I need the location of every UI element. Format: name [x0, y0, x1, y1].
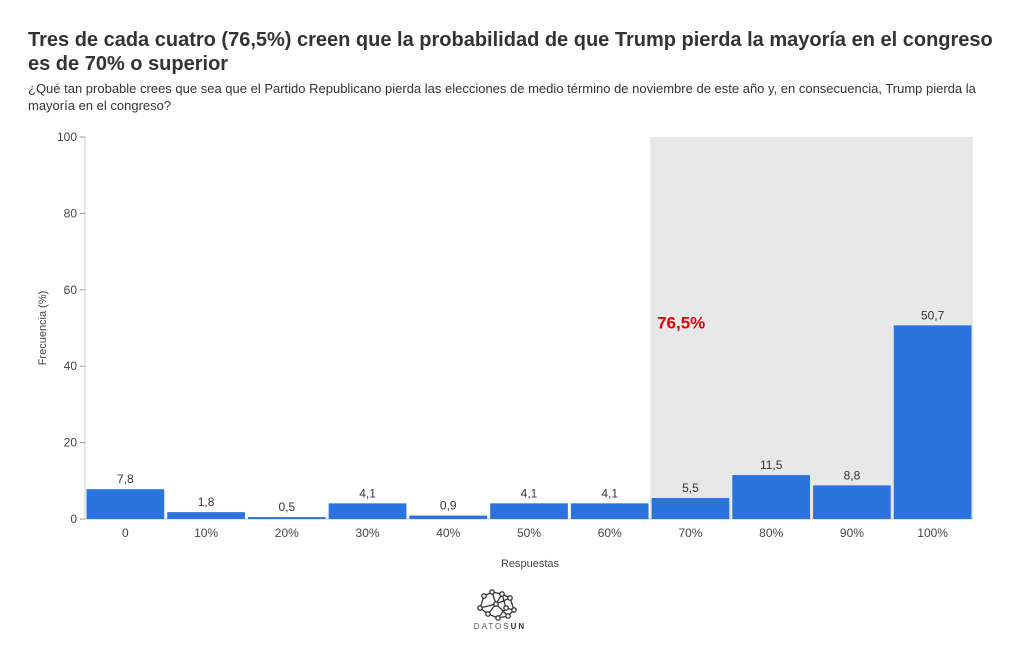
x-tick-label: 80%: [759, 526, 783, 540]
bar: [570, 503, 649, 519]
bar: [409, 515, 488, 519]
x-tick-label: 50%: [517, 526, 541, 540]
datosun-logo: DATOSUN: [470, 588, 530, 636]
bar-value-label: 4,1: [601, 486, 618, 500]
bar-value-label: 4,1: [521, 486, 538, 500]
x-tick-label: 70%: [678, 526, 702, 540]
bar: [893, 325, 972, 519]
bar: [86, 489, 165, 519]
bar-value-label: 5,5: [682, 481, 699, 495]
network-logo-icon: [477, 589, 517, 621]
x-axis-title: Respuestas: [501, 558, 560, 570]
bar-value-label: 4,1: [359, 486, 376, 500]
x-tick-label: 30%: [356, 526, 380, 540]
x-tick-label: 0: [122, 526, 129, 540]
bar-value-label: 0,5: [278, 500, 295, 514]
bar-value-label: 7,8: [117, 472, 134, 486]
y-tick-label: 100: [57, 130, 77, 144]
bar: [490, 503, 568, 519]
y-tick-label: 40: [64, 359, 78, 373]
x-tick-label: 10%: [194, 526, 218, 540]
y-tick-label: 80: [64, 206, 78, 220]
y-tick-label: 60: [64, 283, 78, 297]
x-tick-label: 20%: [275, 526, 299, 540]
bar-value-label: 8,8: [844, 468, 861, 482]
bar-value-label: 50,7: [921, 308, 945, 322]
y-tick-label: 20: [64, 436, 78, 450]
logo-text: DATOSUN: [470, 622, 530, 631]
x-tick-label: 40%: [436, 526, 460, 540]
x-tick-label: 90%: [840, 526, 864, 540]
bar: [732, 475, 811, 519]
bar: [167, 512, 245, 519]
bar-value-label: 1,8: [198, 495, 215, 509]
bar: [247, 517, 326, 519]
bar: [813, 485, 891, 519]
logo-text-bold: UN: [510, 622, 527, 631]
chart-title: Tres de cada cuatro (76,5%) creen que la…: [28, 29, 993, 75]
bar-value-label: 11,5: [760, 458, 783, 472]
y-tick-label: 0: [70, 512, 77, 526]
y-axis-title: Frecuencia (%): [37, 291, 49, 366]
chart-subtitle: ¿Qué tan probable crees que sea que el P…: [28, 81, 976, 113]
x-tick-label: 60%: [598, 526, 622, 540]
x-tick-label: 100%: [917, 526, 948, 540]
logo-text-light: DATOS: [473, 622, 511, 631]
bar: [651, 497, 730, 519]
bar-value-label: 0,9: [440, 499, 457, 513]
highlight-annotation: 76,5%: [657, 313, 705, 332]
bar: [328, 503, 407, 519]
